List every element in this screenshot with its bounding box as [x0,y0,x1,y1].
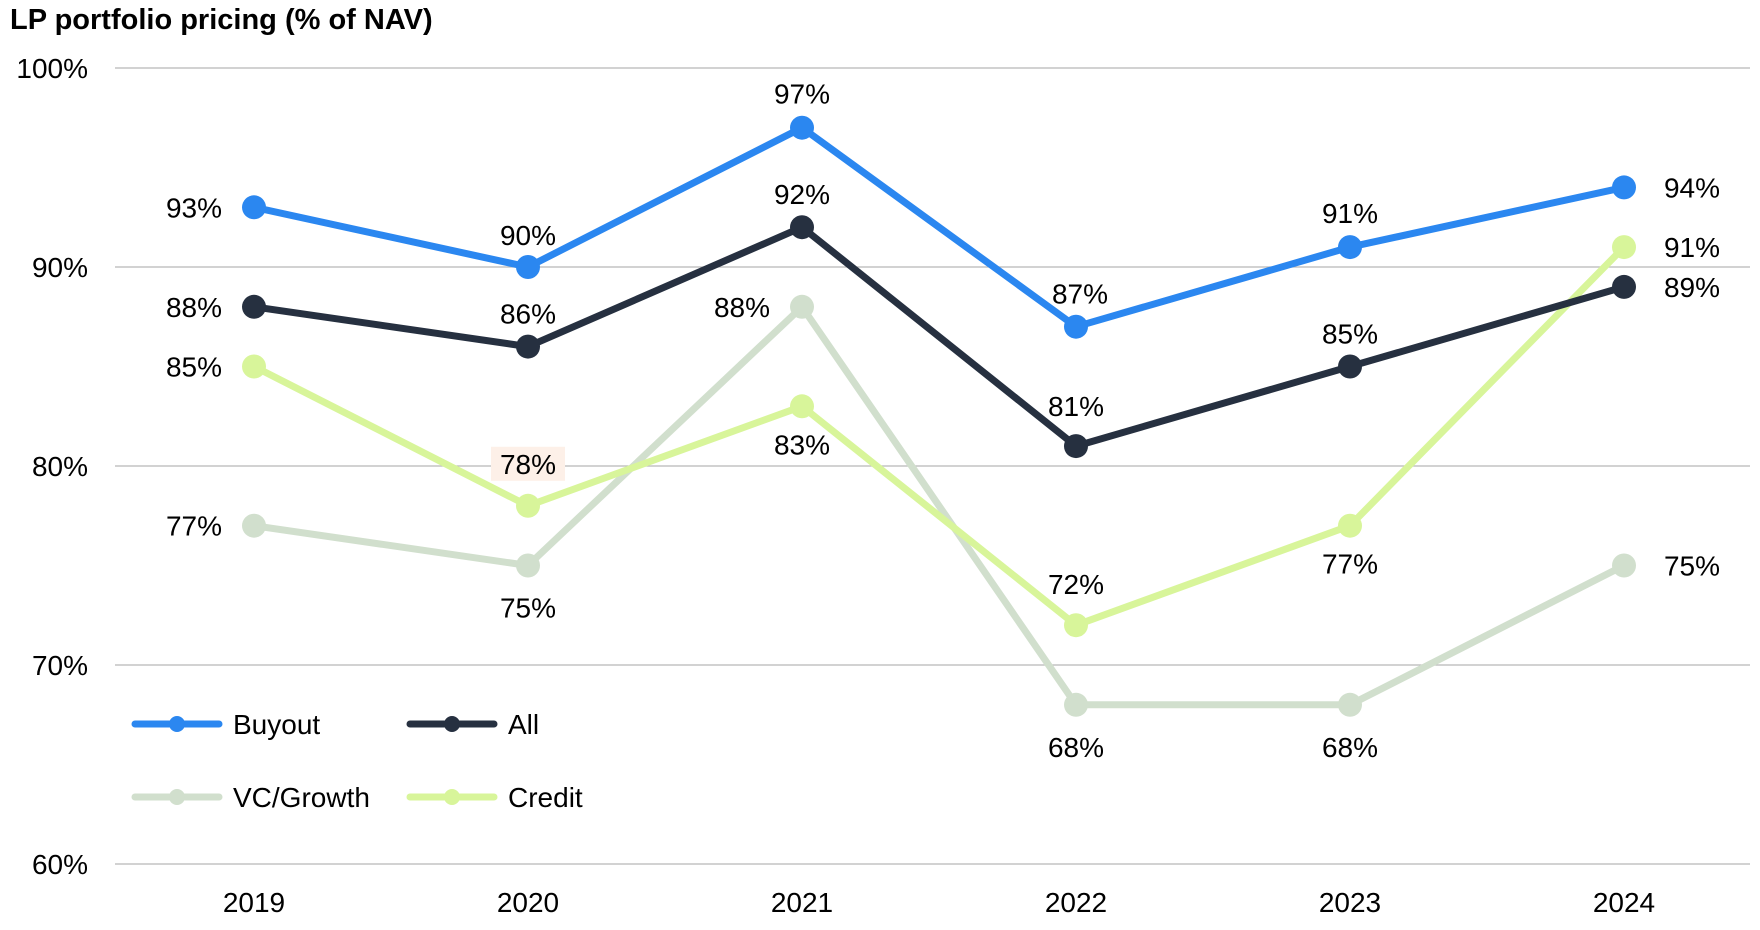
data-label: 88% [714,292,770,323]
data-label-highlight [491,446,565,481]
data-label: 68% [1048,732,1104,763]
data-label: 85% [166,352,222,383]
y-axis: 60% 70% 80% 90% 100% [16,53,88,880]
data-label: 83% [774,429,830,460]
legend-swatch-marker [444,716,460,732]
data-point [242,294,266,319]
series-line-credit [250,243,1628,629]
data-label: 86% [500,299,556,330]
data-point [242,195,266,220]
chart-title: LP portfolio pricing (% of NAV) [10,4,433,36]
y-tick-label: 80% [32,451,88,482]
legend-label: All [508,709,539,740]
data-label: 78% [500,449,556,480]
data-point [1064,613,1088,638]
series-line-buyout [250,124,1628,331]
data-label: 75% [1664,551,1720,582]
legend-item-buyout[interactable]: Buyout [131,709,320,740]
data-point [1338,513,1362,538]
grid-lines [115,67,1750,865]
y-tick-label: 100% [16,53,88,84]
data-point [790,394,814,419]
x-tick-label: 2024 [1593,887,1655,918]
data-point [1064,692,1088,717]
data-label: 72% [1048,569,1104,600]
data-point [516,493,540,518]
x-axis: 2019 2020 2021 2022 2023 2024 [223,887,1655,918]
data-point [790,115,814,140]
data-label: 97% [774,79,830,110]
data-label: 85% [1322,319,1378,350]
data-point [1612,175,1636,200]
legend-item-all[interactable]: All [406,709,539,740]
data-point [516,255,540,279]
legend-swatch-marker [169,716,185,732]
y-tick-label: 60% [32,849,88,880]
series-line-all [250,223,1628,450]
data-point [516,334,540,359]
data-point [1612,274,1636,299]
legend-label: VC/Growth [233,782,370,813]
legend-label: Buyout [233,709,320,740]
data-label: 88% [166,292,222,323]
data-label: 90% [500,220,556,251]
data-point [790,294,814,319]
x-tick-label: 2022 [1045,887,1107,918]
legend[interactable]: Buyout All VC/Growth Credit [131,709,583,813]
series-points [242,115,1636,717]
series-line-vc-growth [250,303,1628,709]
data-point [1338,354,1362,379]
x-tick-label: 2020 [497,887,559,918]
data-label: 89% [1664,272,1720,303]
data-point [1064,434,1088,459]
y-tick-label: 70% [32,650,88,681]
data-label: 92% [774,179,830,210]
data-labels: 93% 90% 97% 87% 91% 94% 88% 86% 92% 81% 85% 89% 77% 7… [166,79,1720,763]
legend-label: Credit [508,782,583,813]
data-label: 75% [500,593,556,624]
data-label: 87% [1052,279,1108,310]
legend-swatch-marker [444,789,460,805]
legend-item-vc-growth[interactable]: VC/Growth [131,782,370,813]
data-point [1338,692,1362,717]
data-label: 77% [166,511,222,542]
data-label: 77% [1322,549,1378,580]
data-label: 68% [1322,732,1378,763]
data-point [1338,235,1362,260]
data-point [1064,314,1088,339]
data-label: 94% [1664,172,1720,203]
data-point [516,553,540,578]
legend-swatch-marker [169,789,185,805]
data-label: 81% [1048,391,1104,422]
data-point [242,354,266,379]
data-label: 91% [1664,232,1720,263]
series-lines [250,124,1628,709]
y-tick-label: 90% [32,252,88,283]
x-tick-label: 2019 [223,887,285,918]
data-point [1612,553,1636,578]
data-point [242,513,266,538]
x-tick-label: 2021 [771,887,833,918]
data-label: 91% [1322,198,1378,229]
legend-item-credit[interactable]: Credit [406,782,583,813]
data-point [1612,235,1636,260]
x-tick-label: 2023 [1319,887,1381,918]
data-label: 93% [166,192,222,223]
data-point [790,215,814,240]
